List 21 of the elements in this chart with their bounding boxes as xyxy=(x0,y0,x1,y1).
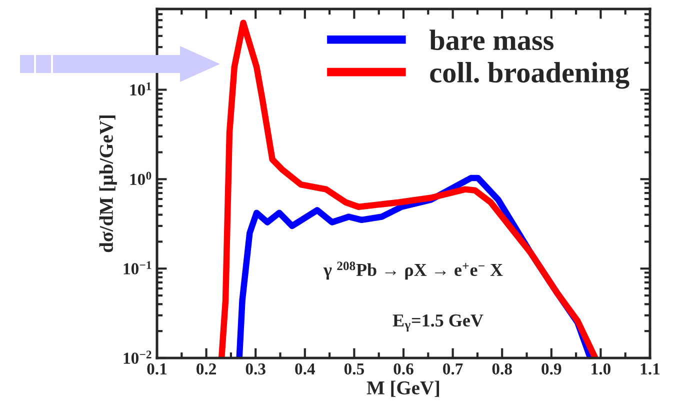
y-tick-label: 10$^{0}$ xyxy=(130,172,152,186)
y-axis-title: dσ/dM [μb/GeV] xyxy=(99,116,117,252)
legend-label: bare mass xyxy=(430,30,554,50)
x-tick-label: 0.1 xyxy=(147,363,167,375)
y-tick-label: 10$^{−2}$ xyxy=(124,350,152,364)
legend-label: coll. broadening xyxy=(430,62,630,89)
annotation: E$_{γ}$=1.5 GeV xyxy=(392,314,484,332)
y-tick-label: 10$^{1}$ xyxy=(130,82,152,96)
x-tick-label: 0.2 xyxy=(196,363,216,375)
x-axis-title: M [GeV] xyxy=(366,380,440,397)
x-tick-label: 0.3 xyxy=(246,363,266,375)
y-tick-label: 10$^{−1}$ xyxy=(124,261,152,274)
x-tick-label: 1.0 xyxy=(592,363,610,375)
x-tick-label: 0.7 xyxy=(443,363,463,375)
x-tick-label: 0.8 xyxy=(492,363,512,375)
x-tick-label: 0.6 xyxy=(394,363,414,375)
x-tick-label: 0.4 xyxy=(295,363,316,375)
x-tick-label: 0.5 xyxy=(344,363,364,375)
x-tick-label: 1.1 xyxy=(640,363,660,375)
annotation: γ $^{208}$Pb → ρX → e$^{+}$e$^{−}$ X xyxy=(323,262,503,280)
x-tick-label: 0.9 xyxy=(542,363,562,375)
